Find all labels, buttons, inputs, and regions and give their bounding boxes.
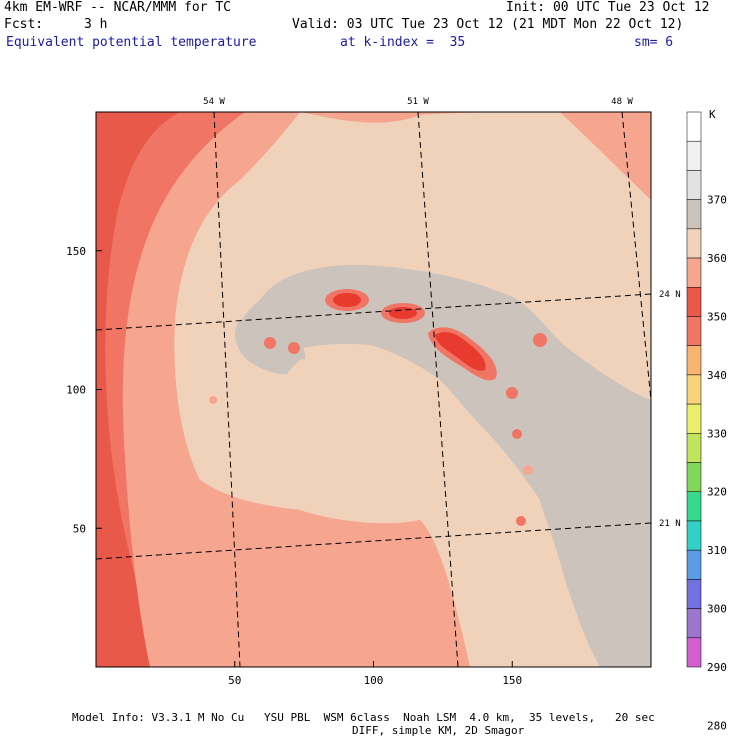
hot-cell [533,333,547,347]
colorbar-level: 300 [707,603,727,616]
colorbar-level: 310 [707,544,727,557]
contour-field [96,112,651,667]
latitude-label: 24 N [659,290,681,300]
valid-time: Valid: 03 UTC Tue 23 Oct 12 (21 MDT Mon … [292,17,684,32]
model-info-2: DIFF, simple KM, 2D Smagor [352,724,525,737]
y-tick-label: 50 [73,522,86,535]
hot-cell-core [435,331,486,371]
colorbar-level: 290 [707,661,727,674]
forecast-label: Fcst: [4,17,44,32]
colorbar-swatch [686,549,702,580]
longitude-label: 54 W [203,97,225,107]
latitude-labels: 24 N 21 N [659,290,681,529]
level-info: at k-index = 35 [340,35,466,50]
init-time: Init: 00 UTC Tue 23 Oct 12 [506,0,710,15]
field-region-tan-inner [277,354,452,482]
colorbar-level: 360 [707,252,727,265]
colorbar-swatch [686,316,702,346]
colorbar-swatch [686,462,702,492]
colorbar-level: 280 [707,719,727,732]
field-region-gray [240,265,651,667]
meridian-51w [417,112,459,667]
lat-lon-grid [96,112,651,667]
x-tick-label: 150 [502,674,522,687]
hot-cell-core [389,307,417,319]
x-axis-ticks: 50 100 150 [228,661,522,687]
hot-cell [209,396,217,404]
parallel-21n [96,522,651,560]
smoothing-info: sm= 6 [634,35,674,50]
x-tick-label: 100 [364,674,384,687]
hot-cells [209,289,547,526]
colorbar-unit: K [709,108,716,121]
colorbar-swatch [686,374,702,405]
hot-cell [264,337,276,349]
field-name: Equivalent potential temperature [6,35,257,50]
hot-cell-core [333,293,361,307]
colorbar-level: 370 [707,194,727,207]
y-tick-label: 100 [66,384,86,397]
colorbar-swatch [686,287,702,317]
colorbar-swatch [686,170,702,200]
colorbar-swatch [686,637,702,668]
colorbar-swatch [686,433,702,463]
colorbar-swatch [686,228,702,259]
colorbar-swatch [686,491,702,522]
colorbar-level: 320 [707,486,727,499]
colorbar-level: 340 [707,369,727,382]
colorbar-swatch [686,199,702,230]
colorbar-swatch [686,345,702,376]
model-title: 4km EM-WRF -- NCAR/MMM for TC [4,0,231,15]
colorbar-level: 350 [707,310,727,323]
hot-cell [516,516,526,526]
colorbar-level: 330 [707,427,727,440]
colorbar-swatch [686,403,702,434]
x-tick-label: 50 [228,674,241,687]
colorbar-swatch [686,579,702,609]
colorbar-swatch [686,608,702,639]
colorbar-swatch [686,111,702,142]
hot-cell [512,429,522,439]
colorbar-swatch [686,520,702,551]
longitude-label: 48 W [611,97,633,107]
parallel-24n [96,293,651,331]
colorbar-swatch [686,140,702,171]
meridian-48w [621,112,651,401]
hot-cell [288,342,300,354]
latitude-label: 21 N [659,519,681,529]
forecast-hour: 3 h [84,17,108,32]
colorbar-swatch [686,257,702,288]
model-info: Model Info: V3.3.1 M No Cu YSU PBL WSM 6… [72,711,655,724]
y-tick-label: 150 [66,245,86,258]
y-axis-ticks: 50 100 150 [66,245,102,535]
hot-cell [523,465,533,475]
hot-cell [506,387,518,399]
meridian-54w [213,112,241,667]
colorbar: K 370 360 350 340 330 320 310 300 290 280 [686,108,727,732]
longitude-labels: 54 W 51 W 48 W [203,97,633,107]
longitude-label: 51 W [407,97,429,107]
